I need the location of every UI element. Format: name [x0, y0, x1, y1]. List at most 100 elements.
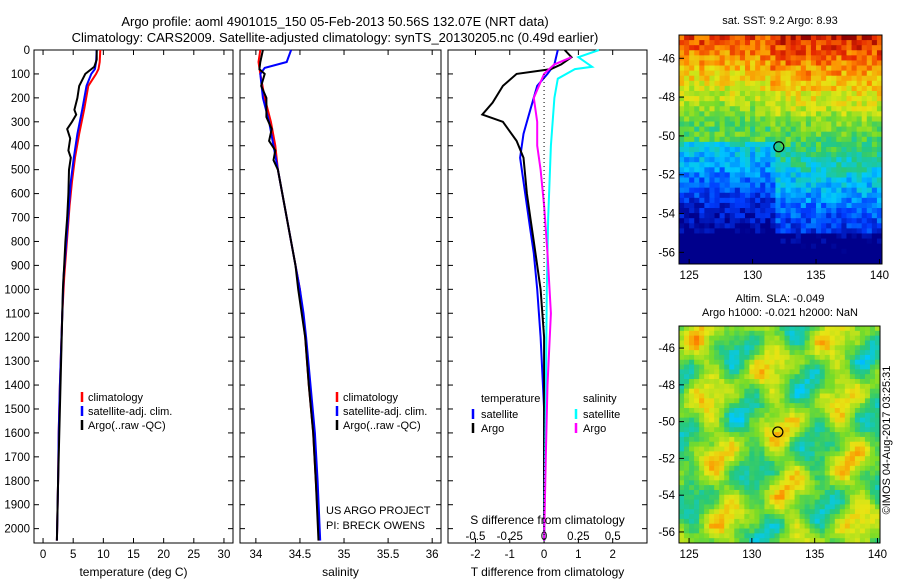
- map2-cell: [864, 374, 871, 380]
- map2-cell: [874, 326, 881, 332]
- map2-cell: [739, 451, 745, 457]
- map2-cell: [719, 412, 725, 419]
- map2-cell: [694, 538, 700, 544]
- depth-tick-label: 200: [11, 93, 30, 105]
- map1-cell: [775, 162, 781, 168]
- map2-cell: [809, 538, 816, 544]
- map1-cell: [821, 116, 827, 123]
- map1-cell: [679, 238, 685, 245]
- map2-cell: [869, 436, 876, 443]
- map2-cell: [684, 350, 690, 356]
- map1-cell: [704, 85, 710, 92]
- map2-cell: [699, 461, 705, 467]
- map2-cell: [859, 528, 866, 534]
- map1-cell: [831, 136, 837, 143]
- map1-cell: [765, 126, 771, 133]
- map1-cell: [704, 152, 710, 158]
- map2-cell: [719, 417, 725, 423]
- map2-cell: [824, 446, 831, 452]
- map1-cell: [790, 258, 797, 265]
- map2-cell: [719, 326, 725, 332]
- map1-cell: [724, 116, 731, 123]
- map1-cell: [810, 55, 817, 61]
- map1-cell: [739, 167, 746, 173]
- map2-cell: [834, 504, 841, 510]
- map2-cell: [714, 350, 720, 356]
- map2-cell: [814, 422, 821, 428]
- map1-cell: [810, 248, 817, 255]
- map2-cell: [864, 480, 871, 486]
- map1-cell: [750, 233, 756, 240]
- map2-cell: [689, 407, 695, 414]
- map2-cell: [829, 412, 836, 419]
- map1-cell: [755, 70, 761, 77]
- map2-cell: [714, 499, 720, 505]
- map1-cell: [866, 223, 873, 229]
- map1-cell: [709, 253, 716, 260]
- map2-cell: [789, 326, 796, 332]
- map2-cell: [724, 494, 730, 501]
- map2-cell: [874, 441, 881, 448]
- map2-cell: [704, 509, 710, 515]
- map2-cell: [784, 335, 791, 341]
- map2-cell: [809, 379, 816, 385]
- map1-cell: [719, 35, 726, 41]
- map1-cell: [856, 45, 863, 51]
- map1-cell: [800, 162, 807, 168]
- map2-cell: [809, 398, 816, 404]
- map1-cell: [841, 85, 847, 92]
- map2-cell: [709, 335, 715, 341]
- map1-cell: [744, 101, 751, 107]
- map1-cell: [714, 258, 721, 265]
- map2-cell: [754, 538, 760, 544]
- map2-cell: [854, 403, 861, 409]
- map1-cell: [816, 50, 822, 56]
- map1-cell: [871, 111, 878, 117]
- map1-cell: [699, 187, 705, 194]
- map1-cell: [684, 80, 690, 87]
- map1-cell: [689, 218, 695, 224]
- map2-cell: [779, 461, 786, 467]
- map2-cell: [754, 354, 760, 361]
- map2-cell: [699, 388, 705, 395]
- map2-cell: [804, 340, 811, 346]
- map2-cell: [789, 330, 796, 337]
- map2-cell: [784, 441, 791, 448]
- map1-cell: [826, 131, 832, 138]
- map1-cell: [719, 141, 726, 148]
- map1-cell: [785, 233, 792, 240]
- map1-xtick-label: 140: [870, 270, 889, 282]
- map2-cell: [729, 475, 735, 481]
- map2-cell: [689, 335, 695, 341]
- map1-cell: [826, 208, 832, 214]
- map2-cell: [854, 538, 861, 544]
- map2-cell: [749, 374, 755, 380]
- map1-cell: [775, 223, 781, 229]
- map1-cell: [851, 60, 858, 67]
- map1-cell: [689, 233, 695, 240]
- map1-cell: [760, 218, 766, 224]
- map2-cell: [734, 528, 740, 534]
- map1-cell: [836, 141, 842, 148]
- map2-cell: [699, 330, 705, 337]
- map2-cell: [839, 480, 846, 486]
- map2-cell: [799, 359, 806, 366]
- map1-cell: [684, 55, 690, 61]
- map1-cell: [679, 96, 685, 102]
- map2-cell: [729, 412, 735, 419]
- map1-cell: [871, 177, 878, 184]
- map1-cell: [775, 258, 781, 265]
- map1-cell: [805, 208, 812, 214]
- map2-cell: [794, 436, 801, 443]
- map2-cell: [764, 398, 770, 404]
- map1-cell: [846, 70, 853, 77]
- map2-cell: [764, 456, 770, 462]
- map2-cell: [854, 485, 861, 491]
- map2-cell: [689, 509, 695, 515]
- map1-cell: [719, 75, 726, 82]
- map1-cell: [679, 248, 685, 255]
- map2-cell: [734, 427, 740, 433]
- map1-cell: [876, 35, 883, 41]
- map1-cell: [684, 218, 690, 224]
- map2-cell: [819, 412, 826, 419]
